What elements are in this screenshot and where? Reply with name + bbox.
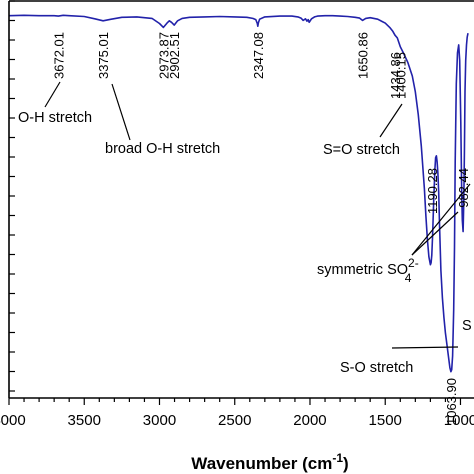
annotation-leader-line [44,81,61,108]
annotation-leader-line [391,346,459,349]
annotation-s-partial: S [462,318,472,334]
x-tick-label: 3500 [68,412,101,429]
annotation-leader-line [111,83,131,141]
series-layer [8,14,469,373]
x-tick-label: 2000 [293,412,326,429]
peak-label: 1400.15 [393,52,408,99]
annotation-leader-line [379,103,403,138]
annotation-text: broad O-H stretch [105,141,220,157]
annotation-superscript: 2- [408,256,419,270]
peak-label: 1190.28 [425,168,440,214]
spectrum-line [8,14,469,373]
peak-label: 1650.86 [356,32,371,79]
annotation-text: S=O stretch [323,142,400,158]
x-axis-title-close: ) [343,454,349,473]
peak-label: 3375.01 [96,32,111,79]
peak-label: 3672.01 [51,32,66,79]
x-tick-label: 2500 [218,412,251,429]
annotation-symmetric-so4: symmetric SO2-4 [317,256,419,285]
annotations: O-H stretch broad O-H stretch S=O stretch s… [18,81,472,376]
annotation-oh: O-H stretch [18,110,92,126]
peak-label: 1434.86 [388,52,403,99]
annotation-text: S-O stretch [340,360,413,376]
peak-label: 982.44 [456,168,471,208]
x-tick-label: 4000 [0,412,26,429]
x-axis-title-main: Wavenumber (cm [191,454,332,473]
peak-label: 1063.90 [444,378,459,425]
x-tick-labels: 4000 3500 3000 2500 2000 1500 1000 [0,412,474,429]
peak-label: 2973.87 [156,32,171,79]
annotation-leader-line [411,211,459,256]
x-tick-label: 1500 [369,412,402,429]
annotation-text: symmetric SO [317,262,408,278]
x-axis-title-unit-exponent: -1 [332,451,343,465]
annotation-leader-line [411,183,471,256]
annotation-text: S [462,318,472,334]
x-axis-title: Wavenumber (cm-1) [191,451,348,473]
annotation-so-single: S-O stretch [340,360,413,376]
peak-label: 2347.08 [251,32,266,79]
x-tick-label: 1000 [444,412,474,429]
annotation-subscript: 4 [405,271,412,285]
axis-ticks [8,0,462,405]
annotation-broad-oh: broad O-H stretch [105,141,220,157]
x-tick-label: 3000 [143,412,176,429]
peak-label: 2902.51 [167,32,182,79]
annotation-so-double: S=O stretch [323,142,400,158]
annotation-text: O-H stretch [18,110,92,126]
